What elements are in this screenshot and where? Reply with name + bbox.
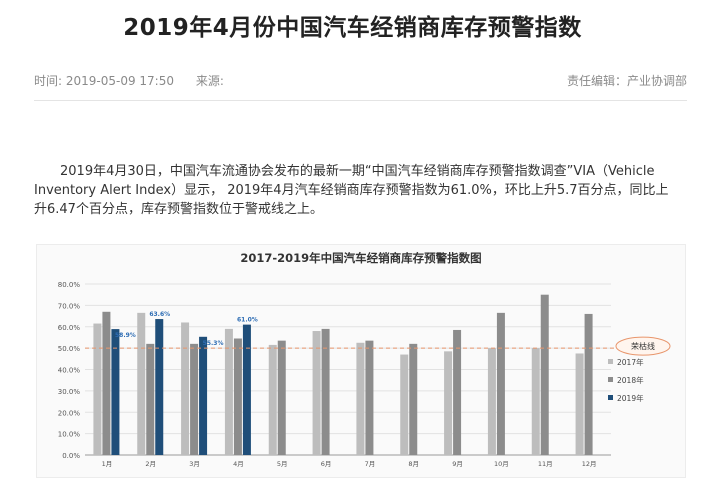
x-tick-label: 9月 xyxy=(452,460,463,468)
bar-2018年-8月 xyxy=(409,343,418,455)
x-tick-label: 8月 xyxy=(408,460,419,468)
x-tick-label: 7月 xyxy=(365,460,376,468)
bar-2017年-9月 xyxy=(444,351,453,455)
bar-2018年-9月 xyxy=(453,329,462,455)
reference-line-label: 荣枯线 xyxy=(631,341,655,351)
bar-2018年-3月 xyxy=(190,343,199,455)
inventory-index-chart: 2017-2019年中国汽车经销商库存预警指数图 0.0% 10.0% 20.0% 30… xyxy=(58,251,671,468)
legend-swatch-2017年 xyxy=(608,359,613,364)
data-label-2019: 63.6% xyxy=(149,311,170,318)
data-label-2019: 55.3% xyxy=(203,340,224,347)
x-tick-label: 11月 xyxy=(538,460,553,468)
x-tick-label: 4月 xyxy=(233,460,244,468)
bar-2017年-1月 xyxy=(93,323,102,455)
bar-2017年-4月 xyxy=(224,328,233,455)
x-tick-label: 3月 xyxy=(189,460,200,468)
bar-2018年-12月 xyxy=(584,313,593,455)
bar-2018年-11月 xyxy=(540,294,549,455)
y-tick-label: 10.0% xyxy=(58,431,81,439)
y-tick-label: 50.0% xyxy=(58,345,81,353)
legend-label-2017年: 2017年 xyxy=(617,357,644,367)
chart-figure: 2017-2019年中国汽车经销商库存预警指数图 0.0% 10.0% 20.0% 30… xyxy=(36,244,686,478)
bar-2017年-3月 xyxy=(181,322,190,455)
y-tick-label: 60.0% xyxy=(58,324,81,332)
x-tick-label: 12月 xyxy=(582,460,597,468)
y-tick-label: 20.0% xyxy=(58,409,81,417)
bar-2019年-2月 xyxy=(155,319,164,455)
legend-swatch-2019年 xyxy=(608,395,613,400)
y-tick-label: 40.0% xyxy=(58,367,81,375)
bar-2019年-3月 xyxy=(199,336,208,455)
legend-swatch-2018年 xyxy=(608,377,613,382)
legend-label-2018年: 2018年 xyxy=(617,375,644,385)
x-tick-label: 10月 xyxy=(494,460,509,468)
header-divider xyxy=(34,100,687,101)
bar-2017年-12月 xyxy=(575,353,584,455)
article-paragraph: 2019年4月30日，中国汽车流通协会发布的最新一期“中国汽车经销商库存预警指数… xyxy=(34,164,669,217)
article-title: 2019年4月份中国汽车经销商库存预警指数 xyxy=(123,15,582,41)
y-tick-label: 30.0% xyxy=(58,388,81,396)
editor-label: 责任编辑：产业协调部 xyxy=(566,74,687,88)
x-tick-label: 1月 xyxy=(102,460,113,468)
bar-2017年-11月 xyxy=(531,348,540,455)
reference-line-badge xyxy=(615,336,671,356)
x-tick-label: 5月 xyxy=(277,460,288,468)
bar-2018年-1月 xyxy=(102,311,111,455)
bar-2017年-5月 xyxy=(268,344,277,455)
publish-time: 时间: 2019-05-09 17:50 xyxy=(34,74,174,88)
data-label-2019: 61.0% xyxy=(237,317,258,324)
legend-label-2019年: 2019年 xyxy=(617,393,644,403)
data-label-2019: 58.9% xyxy=(115,332,136,339)
bar-2017年-2月 xyxy=(137,312,146,455)
x-tick-label: 6月 xyxy=(321,460,332,468)
chart-title: 2017-2019年中国汽车经销商库存预警指数图 xyxy=(240,251,481,265)
bar-2017年-6月 xyxy=(312,331,321,455)
x-tick-label: 2月 xyxy=(145,460,156,468)
article-meta: 时间: 2019-05-09 17:50 来源: 责任编辑：产业协调部 xyxy=(34,72,687,90)
bar-2018年-6月 xyxy=(321,328,330,455)
bar-2017年-8月 xyxy=(400,354,409,455)
bar-2018年-2月 xyxy=(146,343,155,455)
bar-2017年-7月 xyxy=(356,342,365,455)
bar-2017年-10月 xyxy=(487,348,496,455)
bar-2018年-5月 xyxy=(277,340,286,455)
bar-2018年-7月 xyxy=(365,340,374,455)
bar-2018年-10月 xyxy=(496,312,505,455)
bar-2018年-4月 xyxy=(233,338,242,455)
bar-2019年-1月 xyxy=(111,329,120,455)
source-label: 来源: xyxy=(195,74,224,88)
y-tick-label: 80.0% xyxy=(58,281,81,289)
y-tick-label: 70.0% xyxy=(58,302,81,310)
bar-2019年-4月 xyxy=(242,324,251,455)
y-tick-label: 0.0% xyxy=(62,452,80,460)
